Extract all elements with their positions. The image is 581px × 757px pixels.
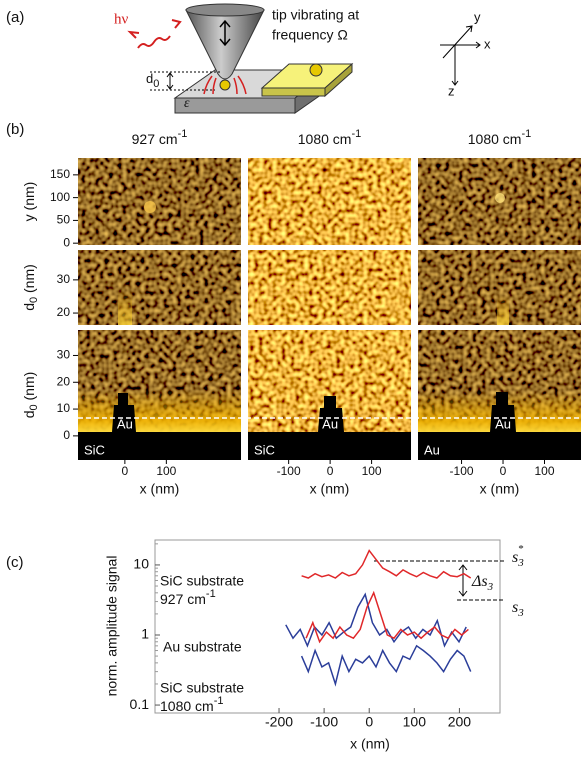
material-label: Au	[495, 416, 511, 431]
row-label-sub: 0	[28, 404, 40, 410]
x-tick-label: 0	[122, 464, 129, 478]
x-tick-label: -100	[310, 714, 338, 730]
y-tick-label: 150	[50, 167, 70, 181]
title-text: 1080 cm	[468, 131, 522, 147]
y-tick-label: 0.1	[130, 696, 150, 712]
material-label: SiC	[254, 442, 275, 457]
annotation-sup: -1	[214, 695, 224, 707]
x-axis-label: x (nm)	[480, 481, 520, 497]
gap-sub: 0	[153, 78, 159, 90]
x-axis-label: x (nm)	[350, 736, 390, 752]
photon-label: hν	[114, 11, 129, 27]
material-label: Au	[322, 416, 338, 431]
panel-label: (b)	[6, 121, 24, 138]
plot-frame	[154, 539, 501, 714]
row-label-text: y (nm)	[21, 182, 37, 222]
level-base: s	[512, 549, 518, 566]
panel-label: (c)	[6, 554, 24, 571]
y-tick-label: 20	[57, 305, 71, 319]
x-tick-label: 0	[365, 714, 373, 730]
title-sup: -1	[351, 128, 361, 140]
row-label-text: d	[21, 303, 37, 311]
x-axis-label: x (nm)	[310, 481, 350, 497]
level-sub: 3	[487, 581, 494, 593]
level-label: s3	[512, 599, 524, 619]
x-tick-label: -100	[277, 464, 301, 478]
annotation: SiC substrate	[160, 573, 244, 589]
column-title: 1080 cm-1	[468, 128, 531, 147]
x-tick-label: 100	[156, 464, 176, 478]
y-tick-label: 0	[63, 235, 70, 249]
axis-label: z	[448, 83, 455, 98]
row-label-after: (nm)	[21, 372, 37, 405]
axis-label: y	[474, 9, 481, 24]
x-tick-label: 0	[327, 464, 334, 478]
tip-text: frequency Ω	[272, 27, 348, 43]
annotation-text: 927 cm	[160, 591, 206, 607]
level-sub: 3	[517, 557, 524, 569]
annotation: 1080 cm-1	[160, 695, 223, 714]
material-label: SiC	[84, 442, 105, 457]
series-line	[300, 644, 472, 687]
image-grid	[78, 158, 581, 460]
y-tick-label: 0	[63, 428, 70, 442]
series-line	[305, 590, 469, 644]
y-tick-label: 100	[50, 190, 70, 204]
row-label: y (nm)	[21, 182, 37, 222]
row-label-text: d	[21, 411, 37, 419]
tip-text: tip vibrating at	[272, 7, 359, 23]
x-tick-label: 100	[534, 464, 554, 478]
annotation: SiC substrate	[160, 680, 244, 696]
y-tick-label: 30	[57, 272, 71, 286]
annotation: Au substrate	[163, 639, 242, 655]
series-line	[301, 549, 472, 579]
x-axis-label: x (nm)	[140, 481, 180, 497]
gap-text: d	[146, 71, 153, 86]
title-sup: -1	[521, 128, 531, 140]
annotation: 927 cm-1	[160, 588, 216, 607]
row-label-after: (nm)	[21, 264, 37, 297]
title-sup: -1	[178, 128, 188, 140]
annotation-text: 1080 cm	[160, 698, 214, 714]
substrate-label: ε	[184, 96, 190, 111]
y-tick-label: 10	[57, 401, 71, 415]
series-line	[285, 592, 467, 648]
x-tick-label: 200	[448, 714, 472, 730]
x-tick-label: 100	[362, 464, 382, 478]
level-label: Δs3	[471, 573, 494, 593]
level-base: Δs	[471, 573, 488, 590]
y-tick-label: 50	[57, 213, 71, 227]
material-label: Au	[424, 442, 440, 457]
y-tick-label: 1	[141, 626, 149, 642]
y-axis-label: norm. amplitude signal	[104, 556, 120, 697]
row-label: d0 (nm)	[21, 372, 40, 419]
schematic	[127, 3, 481, 114]
axis-label: x	[484, 36, 491, 51]
level-dash	[372, 560, 505, 601]
row-label-sub: 0	[28, 297, 40, 303]
y-tick-label: 20	[57, 374, 71, 388]
annotation-sup: -1	[206, 588, 216, 600]
y-tick-label: 10	[133, 556, 149, 572]
title-text: 1080 cm	[298, 131, 352, 147]
level-sup: *	[518, 543, 524, 555]
level-base: s	[512, 599, 518, 616]
x-tick-label: 0	[500, 464, 507, 478]
column-title: 1080 cm-1	[298, 128, 361, 147]
x-tick-label: -200	[265, 714, 293, 730]
y-tick-label: 30	[57, 348, 71, 362]
x-tick-label: 100	[403, 714, 427, 730]
column-title: 927 cm-1	[132, 128, 188, 147]
panel-label: (a)	[6, 9, 24, 26]
level-sub: 3	[517, 607, 524, 619]
title-text: 927 cm	[132, 131, 178, 147]
x-tick-label: -100	[450, 464, 474, 478]
material-label: Au	[117, 416, 133, 431]
gap-label: d0	[146, 71, 159, 89]
row-label: d0 (nm)	[21, 264, 40, 311]
level-label: s3 *	[512, 543, 524, 569]
